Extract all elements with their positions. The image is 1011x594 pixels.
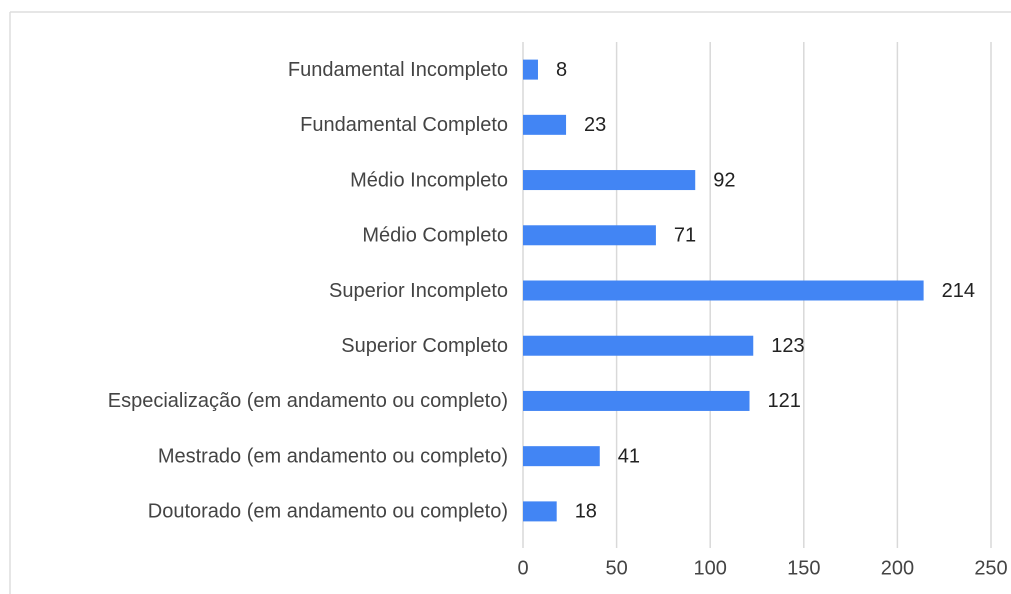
x-tick-label: 250 xyxy=(974,557,1007,579)
value-label: 92 xyxy=(713,169,735,191)
value-label: 41 xyxy=(618,445,640,467)
bar xyxy=(523,225,656,246)
value-label: 8 xyxy=(556,59,567,81)
x-tick-label: 100 xyxy=(694,557,727,579)
value-label: 123 xyxy=(771,335,804,357)
value-label: 18 xyxy=(575,501,597,523)
y-tick-label: Superior Incompleto xyxy=(329,280,508,302)
value-label: 214 xyxy=(942,280,975,302)
bar xyxy=(523,114,567,135)
bar xyxy=(523,280,924,301)
value-label: 121 xyxy=(768,390,801,412)
bar xyxy=(523,170,696,191)
y-tick-label: Médio Incompleto xyxy=(350,169,508,191)
y-tick-label: Fundamental Incompleto xyxy=(288,59,508,81)
y-tick-label: Especialização (em andamento ou completo… xyxy=(108,390,508,412)
y-tick-label: Superior Completo xyxy=(341,335,508,357)
x-tick-label: 50 xyxy=(605,557,627,579)
y-tick-label: Doutorado (em andamento ou completo) xyxy=(148,501,508,523)
bar xyxy=(523,501,557,522)
x-tick-label: 200 xyxy=(881,557,914,579)
bar xyxy=(523,390,750,411)
y-tick-label: Fundamental Completo xyxy=(300,114,508,136)
bar xyxy=(523,59,538,80)
x-tick-label: 0 xyxy=(517,557,528,579)
bar xyxy=(523,335,754,356)
bar xyxy=(523,446,600,467)
value-label: 23 xyxy=(584,114,606,136)
x-tick-label: 150 xyxy=(787,557,820,579)
value-label: 71 xyxy=(674,225,696,247)
y-tick-label: Mestrado (em andamento ou completo) xyxy=(158,445,508,467)
y-tick-label: Médio Completo xyxy=(362,225,508,247)
